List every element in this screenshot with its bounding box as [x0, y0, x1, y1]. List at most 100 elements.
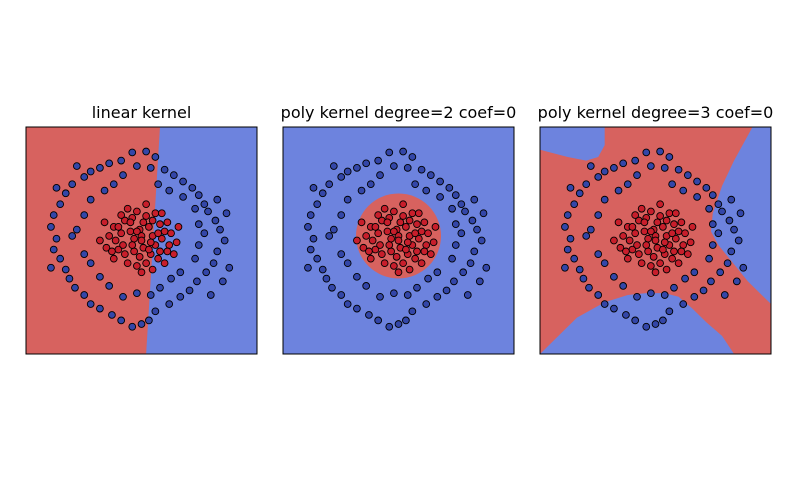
- point-outer-class: [169, 171, 178, 179]
- point-outer-class: [200, 200, 209, 209]
- point-outer-class: [470, 247, 479, 256]
- point-inner-class: [628, 223, 637, 231]
- point-outer-class: [96, 272, 104, 281]
- point-outer-class: [318, 189, 327, 198]
- point-outer-class: [206, 291, 215, 299]
- point-inner-class: [145, 245, 153, 254]
- point-outer-class: [109, 180, 118, 189]
- point-outer-class: [306, 211, 315, 219]
- point-outer-class: [49, 211, 58, 219]
- point-inner-class: [640, 218, 649, 227]
- point-outer-class: [337, 211, 346, 219]
- point-inner-class: [399, 200, 407, 209]
- point-outer-class: [660, 291, 669, 299]
- point-outer-class: [659, 316, 667, 325]
- point-outer-class: [325, 232, 334, 240]
- point-outer-class: [191, 204, 199, 213]
- point-outer-class: [304, 223, 312, 231]
- point-outer-class: [683, 171, 692, 179]
- point-inner-class: [659, 223, 667, 231]
- point-outer-class: [193, 277, 201, 286]
- point-outer-class: [411, 180, 419, 189]
- point-outer-class: [450, 277, 458, 286]
- point-inner-class: [126, 227, 135, 236]
- point-outer-class: [119, 171, 127, 179]
- point-outer-class: [329, 162, 338, 170]
- point-outer-class: [594, 291, 603, 299]
- point-outer-class: [202, 268, 211, 277]
- point-inner-class: [625, 236, 634, 245]
- point-inner-class: [688, 223, 697, 231]
- point-outer-class: [142, 147, 150, 156]
- point-inner-class: [674, 227, 683, 236]
- point-outer-class: [457, 200, 466, 209]
- point-outer-class: [133, 162, 141, 170]
- point-inner-class: [394, 236, 403, 245]
- point-outer-class: [651, 320, 660, 328]
- point-outer-class: [165, 186, 174, 195]
- point-inner-class: [686, 238, 695, 247]
- point-inner-class: [130, 247, 138, 256]
- point-inner-class: [622, 247, 630, 256]
- point-outer-class: [52, 183, 61, 192]
- point-inner-class: [647, 227, 655, 236]
- point-outer-class: [563, 211, 572, 219]
- point-inner-class: [383, 218, 392, 227]
- point-outer-class: [473, 225, 481, 234]
- point-outer-class: [357, 186, 366, 195]
- point-inner-class: [156, 247, 164, 256]
- point-inner-class: [647, 207, 655, 216]
- point-inner-class: [631, 229, 640, 238]
- point-outer-class: [614, 186, 623, 195]
- point-outer-class: [325, 180, 334, 189]
- point-outer-class: [600, 195, 609, 204]
- point-outer-class: [353, 272, 361, 281]
- point-outer-class: [451, 241, 460, 249]
- point-inner-class: [163, 247, 172, 256]
- point-outer-class: [117, 156, 126, 165]
- point-inner-class: [371, 223, 380, 231]
- point-outer-class: [600, 167, 609, 176]
- point-inner-class: [160, 259, 169, 268]
- point-outer-class: [594, 211, 603, 219]
- point-inner-class: [420, 247, 429, 256]
- point-outer-class: [96, 304, 104, 313]
- point-outer-class: [108, 311, 116, 319]
- point-outer-class: [714, 229, 723, 238]
- point-outer-class: [56, 200, 65, 209]
- point-outer-class: [575, 265, 584, 274]
- point-outer-class: [61, 265, 70, 274]
- point-outer-class: [309, 183, 318, 192]
- point-outer-class: [86, 195, 95, 204]
- point-outer-class: [119, 292, 127, 301]
- point-outer-class: [681, 274, 689, 283]
- point-outer-class: [647, 289, 655, 298]
- data-points: [561, 147, 748, 331]
- point-outer-class: [408, 307, 417, 316]
- point-outer-class: [631, 156, 640, 165]
- point-outer-class: [222, 209, 231, 218]
- point-outer-class: [337, 250, 346, 258]
- point-inner-class: [390, 227, 398, 236]
- plot-frame: [282, 126, 515, 355]
- point-outer-class: [362, 159, 371, 168]
- point-inner-class: [411, 254, 419, 263]
- point-outer-class: [642, 322, 651, 331]
- point-inner-class: [619, 232, 628, 240]
- point-outer-class: [705, 204, 713, 213]
- point-inner-class: [119, 241, 127, 249]
- point-outer-class: [353, 164, 361, 172]
- point-outer-class: [86, 167, 95, 176]
- point-inner-class: [157, 209, 166, 218]
- point-outer-class: [313, 254, 322, 263]
- point-inner-class: [167, 229, 175, 238]
- point-inner-class: [133, 207, 141, 216]
- point-outer-class: [442, 286, 451, 295]
- point-outer-class: [337, 291, 346, 299]
- point-outer-class: [160, 165, 169, 174]
- point-inner-class: [357, 218, 366, 227]
- point-outer-class: [445, 183, 454, 192]
- point-outer-class: [385, 148, 394, 157]
- point-inner-class: [117, 229, 126, 238]
